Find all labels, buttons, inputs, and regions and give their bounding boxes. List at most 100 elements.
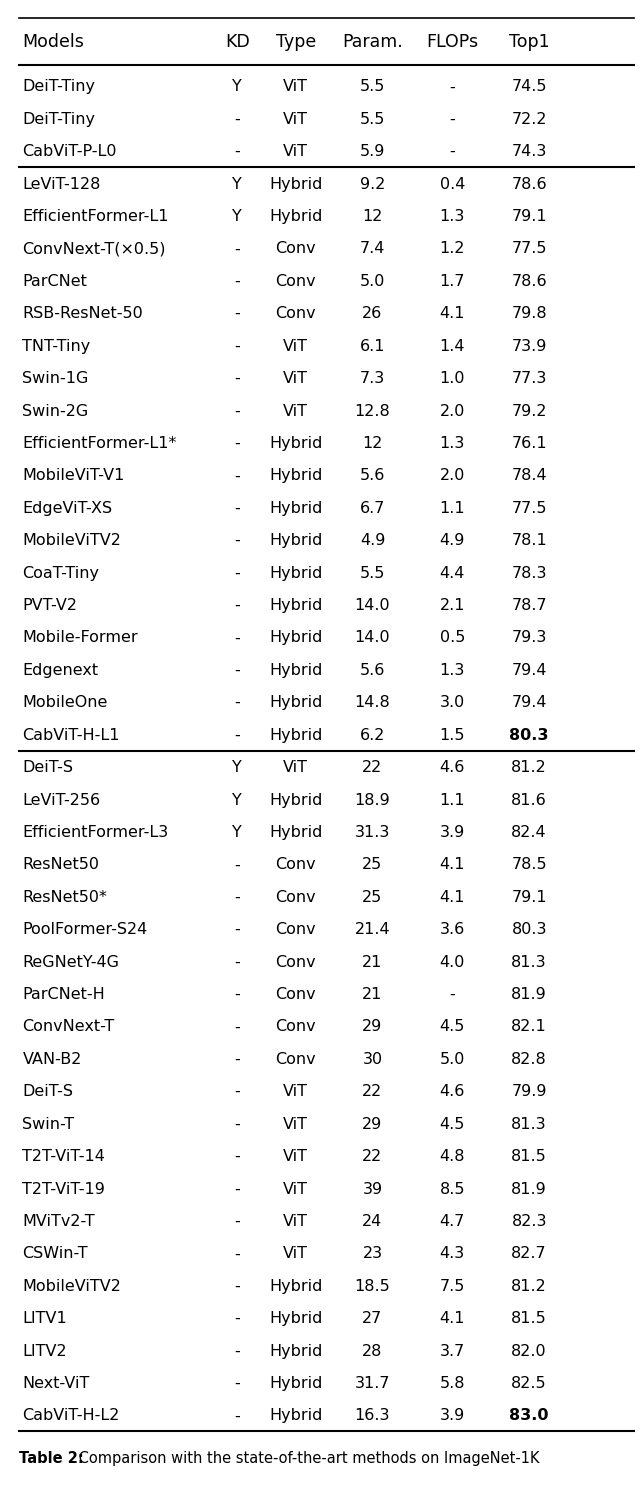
Text: -: - <box>234 1344 240 1359</box>
Text: -: - <box>234 1182 240 1197</box>
Text: EfficientFormer-L1: EfficientFormer-L1 <box>22 210 169 225</box>
Text: 79.2: 79.2 <box>511 403 547 418</box>
Text: EfficientFormer-L1*: EfficientFormer-L1* <box>22 436 177 451</box>
Text: Mobile-Former: Mobile-Former <box>22 630 138 645</box>
Text: ViT: ViT <box>283 1117 308 1132</box>
Text: 77.3: 77.3 <box>511 372 547 387</box>
Text: 4.5: 4.5 <box>440 1020 465 1035</box>
Text: 81.5: 81.5 <box>511 1149 547 1164</box>
Text: Conv: Conv <box>275 274 316 288</box>
Text: 12: 12 <box>362 436 383 451</box>
Text: 79.8: 79.8 <box>511 306 547 321</box>
Text: DeiT-Tiny: DeiT-Tiny <box>22 112 95 126</box>
Text: 1.3: 1.3 <box>440 210 465 225</box>
Text: Y: Y <box>232 760 242 775</box>
Text: Top1: Top1 <box>509 33 550 52</box>
Text: -: - <box>234 1375 240 1390</box>
Text: 6.7: 6.7 <box>360 501 385 516</box>
Text: 80.3: 80.3 <box>509 727 549 742</box>
Text: Swin-1G: Swin-1G <box>22 372 89 387</box>
Text: TNT-Tiny: TNT-Tiny <box>22 339 91 354</box>
Text: 82.5: 82.5 <box>511 1375 547 1390</box>
Text: 28: 28 <box>362 1344 383 1359</box>
Text: 16.3: 16.3 <box>355 1408 390 1423</box>
Text: PoolFormer-S24: PoolFormer-S24 <box>22 922 148 937</box>
Text: T2T-ViT-14: T2T-ViT-14 <box>22 1149 105 1164</box>
Text: Y: Y <box>232 793 242 807</box>
Text: 4.3: 4.3 <box>440 1246 465 1261</box>
Text: Type: Type <box>276 33 316 52</box>
Text: 5.5: 5.5 <box>360 565 385 580</box>
Text: 4.6: 4.6 <box>440 760 465 775</box>
Text: -: - <box>234 144 240 159</box>
Text: 5.6: 5.6 <box>360 663 385 678</box>
Text: Hybrid: Hybrid <box>269 1279 323 1294</box>
Text: CSWin-T: CSWin-T <box>22 1246 88 1261</box>
Text: Table 2:: Table 2: <box>19 1451 84 1466</box>
Text: -: - <box>234 501 240 516</box>
Text: 22: 22 <box>362 760 383 775</box>
Text: ParCNet-H: ParCNet-H <box>22 987 105 1002</box>
Text: 78.6: 78.6 <box>511 177 547 192</box>
Text: EdgeViT-XS: EdgeViT-XS <box>22 501 113 516</box>
Text: 27: 27 <box>362 1312 383 1326</box>
Text: 3.0: 3.0 <box>440 696 465 711</box>
Text: ConvNext-T: ConvNext-T <box>22 1020 115 1035</box>
Text: Swin-2G: Swin-2G <box>22 403 89 418</box>
Text: ReGNetY-4G: ReGNetY-4G <box>22 955 120 970</box>
Text: DeiT-S: DeiT-S <box>22 760 74 775</box>
Text: 82.3: 82.3 <box>511 1213 547 1228</box>
Text: Conv: Conv <box>275 858 316 873</box>
Text: MViTv2-T: MViTv2-T <box>22 1213 95 1228</box>
Text: 79.3: 79.3 <box>511 630 547 645</box>
Text: 4.5: 4.5 <box>440 1117 465 1132</box>
Text: -: - <box>234 858 240 873</box>
Text: Hybrid: Hybrid <box>269 501 323 516</box>
Text: 2.0: 2.0 <box>440 403 465 418</box>
Text: -: - <box>234 1408 240 1423</box>
Text: 31.3: 31.3 <box>355 825 390 840</box>
Text: ViT: ViT <box>283 1213 308 1228</box>
Text: Comparison with the state-of-the-art methods on ImageNet-1K: Comparison with the state-of-the-art met… <box>74 1451 539 1466</box>
Text: 78.7: 78.7 <box>511 598 547 613</box>
Text: -: - <box>449 112 455 126</box>
Text: Hybrid: Hybrid <box>269 598 323 613</box>
Text: Next-ViT: Next-ViT <box>22 1375 90 1390</box>
Text: 78.6: 78.6 <box>511 274 547 288</box>
Text: -: - <box>234 1117 240 1132</box>
Text: Conv: Conv <box>275 922 316 937</box>
Text: -: - <box>449 987 455 1002</box>
Text: ViT: ViT <box>283 144 308 159</box>
Text: EfficientFormer-L3: EfficientFormer-L3 <box>22 825 169 840</box>
Text: ViT: ViT <box>283 760 308 775</box>
Text: LITV1: LITV1 <box>22 1312 67 1326</box>
Text: Swin-T: Swin-T <box>22 1117 74 1132</box>
Text: -: - <box>234 1312 240 1326</box>
Text: FLOPs: FLOPs <box>426 33 479 52</box>
Text: MobileViTV2: MobileViTV2 <box>22 1279 121 1294</box>
Text: 81.2: 81.2 <box>511 760 547 775</box>
Text: VAN-B2: VAN-B2 <box>22 1051 82 1066</box>
Text: ViT: ViT <box>283 1084 308 1099</box>
Text: Hybrid: Hybrid <box>269 1408 323 1423</box>
Text: 4.7: 4.7 <box>440 1213 465 1228</box>
Text: -: - <box>234 696 240 711</box>
Text: 4.1: 4.1 <box>440 889 465 904</box>
Text: 18.9: 18.9 <box>355 793 390 807</box>
Text: 30: 30 <box>362 1051 383 1066</box>
Text: 81.6: 81.6 <box>511 793 547 807</box>
Text: -: - <box>234 922 240 937</box>
Text: 79.4: 79.4 <box>511 696 547 711</box>
Text: -: - <box>234 987 240 1002</box>
Text: CoaT-Tiny: CoaT-Tiny <box>22 565 99 580</box>
Text: ViT: ViT <box>283 1149 308 1164</box>
Text: Conv: Conv <box>275 1051 316 1066</box>
Text: -: - <box>234 534 240 549</box>
Text: -: - <box>234 112 240 126</box>
Text: 1.0: 1.0 <box>440 372 465 387</box>
Text: 76.1: 76.1 <box>511 436 547 451</box>
Text: 14.0: 14.0 <box>355 598 390 613</box>
Text: -: - <box>234 1084 240 1099</box>
Text: 83.0: 83.0 <box>509 1408 549 1423</box>
Text: -: - <box>234 372 240 387</box>
